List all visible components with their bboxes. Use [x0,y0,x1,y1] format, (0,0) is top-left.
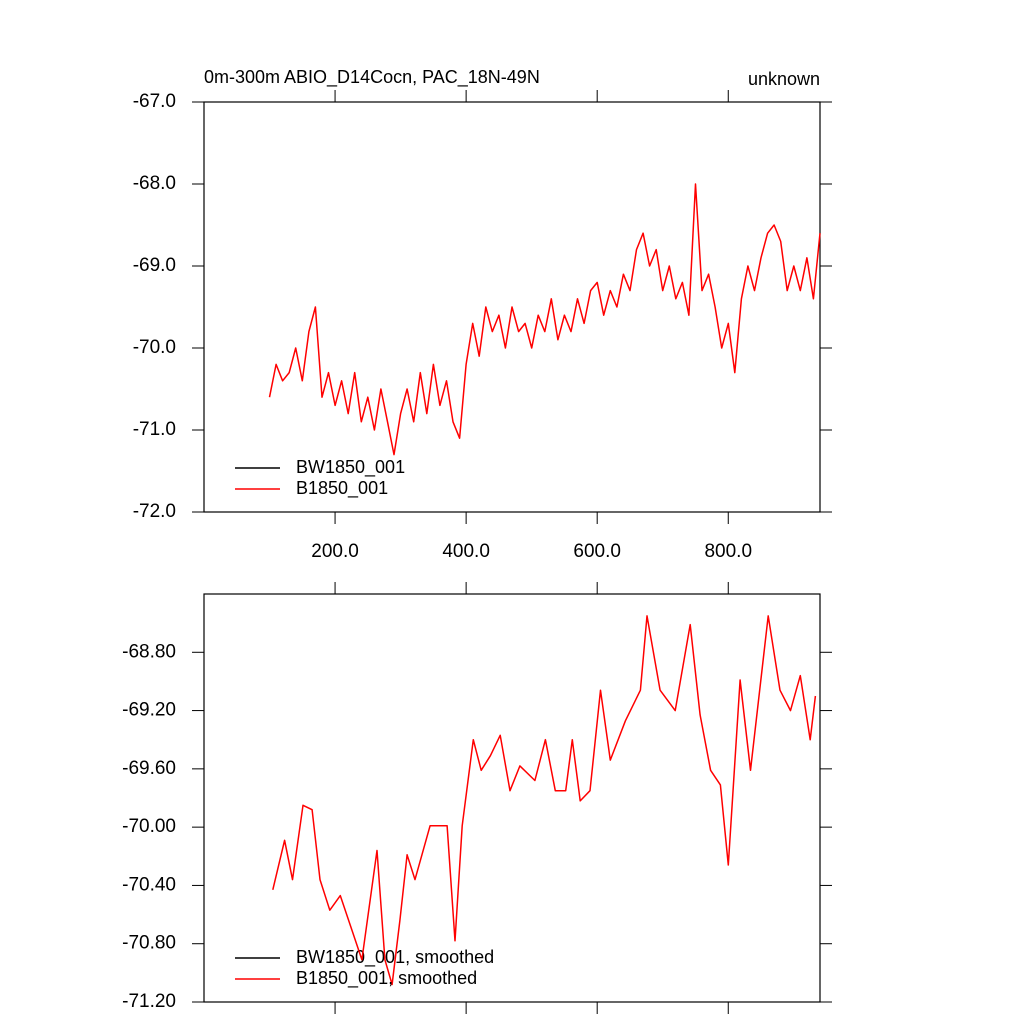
legend-label: BW1850_001 [296,457,405,478]
y-tick-label: -71.20 [122,991,176,1012]
y-tick-label: -69.60 [122,758,176,779]
legend-label: B1850_001 [296,478,388,499]
right-title: unknown [748,69,820,89]
y-tick-label: -70.0 [133,337,176,358]
series-line [268,183,821,456]
y-tick-label: -70.40 [122,874,176,895]
legend-label: B1850_001, smoothed [296,968,477,989]
y-tick-label: -70.80 [122,933,176,954]
y-tick-label: -69.0 [133,255,176,276]
plot-frame [203,101,821,513]
y-tick-label: -68.0 [133,173,176,194]
y-tick-label: -70.00 [122,816,176,837]
x-tick-label: 200.0 [311,541,359,562]
x-tick-label: 400.0 [442,541,490,562]
y-tick-label: -71.0 [133,419,176,440]
y-tick-label: -68.80 [122,641,176,662]
y-tick-label: -69.20 [122,700,176,721]
series-line [272,615,817,986]
plot-frame [203,593,821,1003]
x-tick-label: 800.0 [704,541,752,562]
x-tick-label: 600.0 [573,541,621,562]
chart-title: 0m-300m ABIO_D14Cocn, PAC_18N-49N [204,67,540,88]
y-tick-label: -67.0 [133,91,176,112]
y-tick-label: -72.0 [133,501,176,522]
